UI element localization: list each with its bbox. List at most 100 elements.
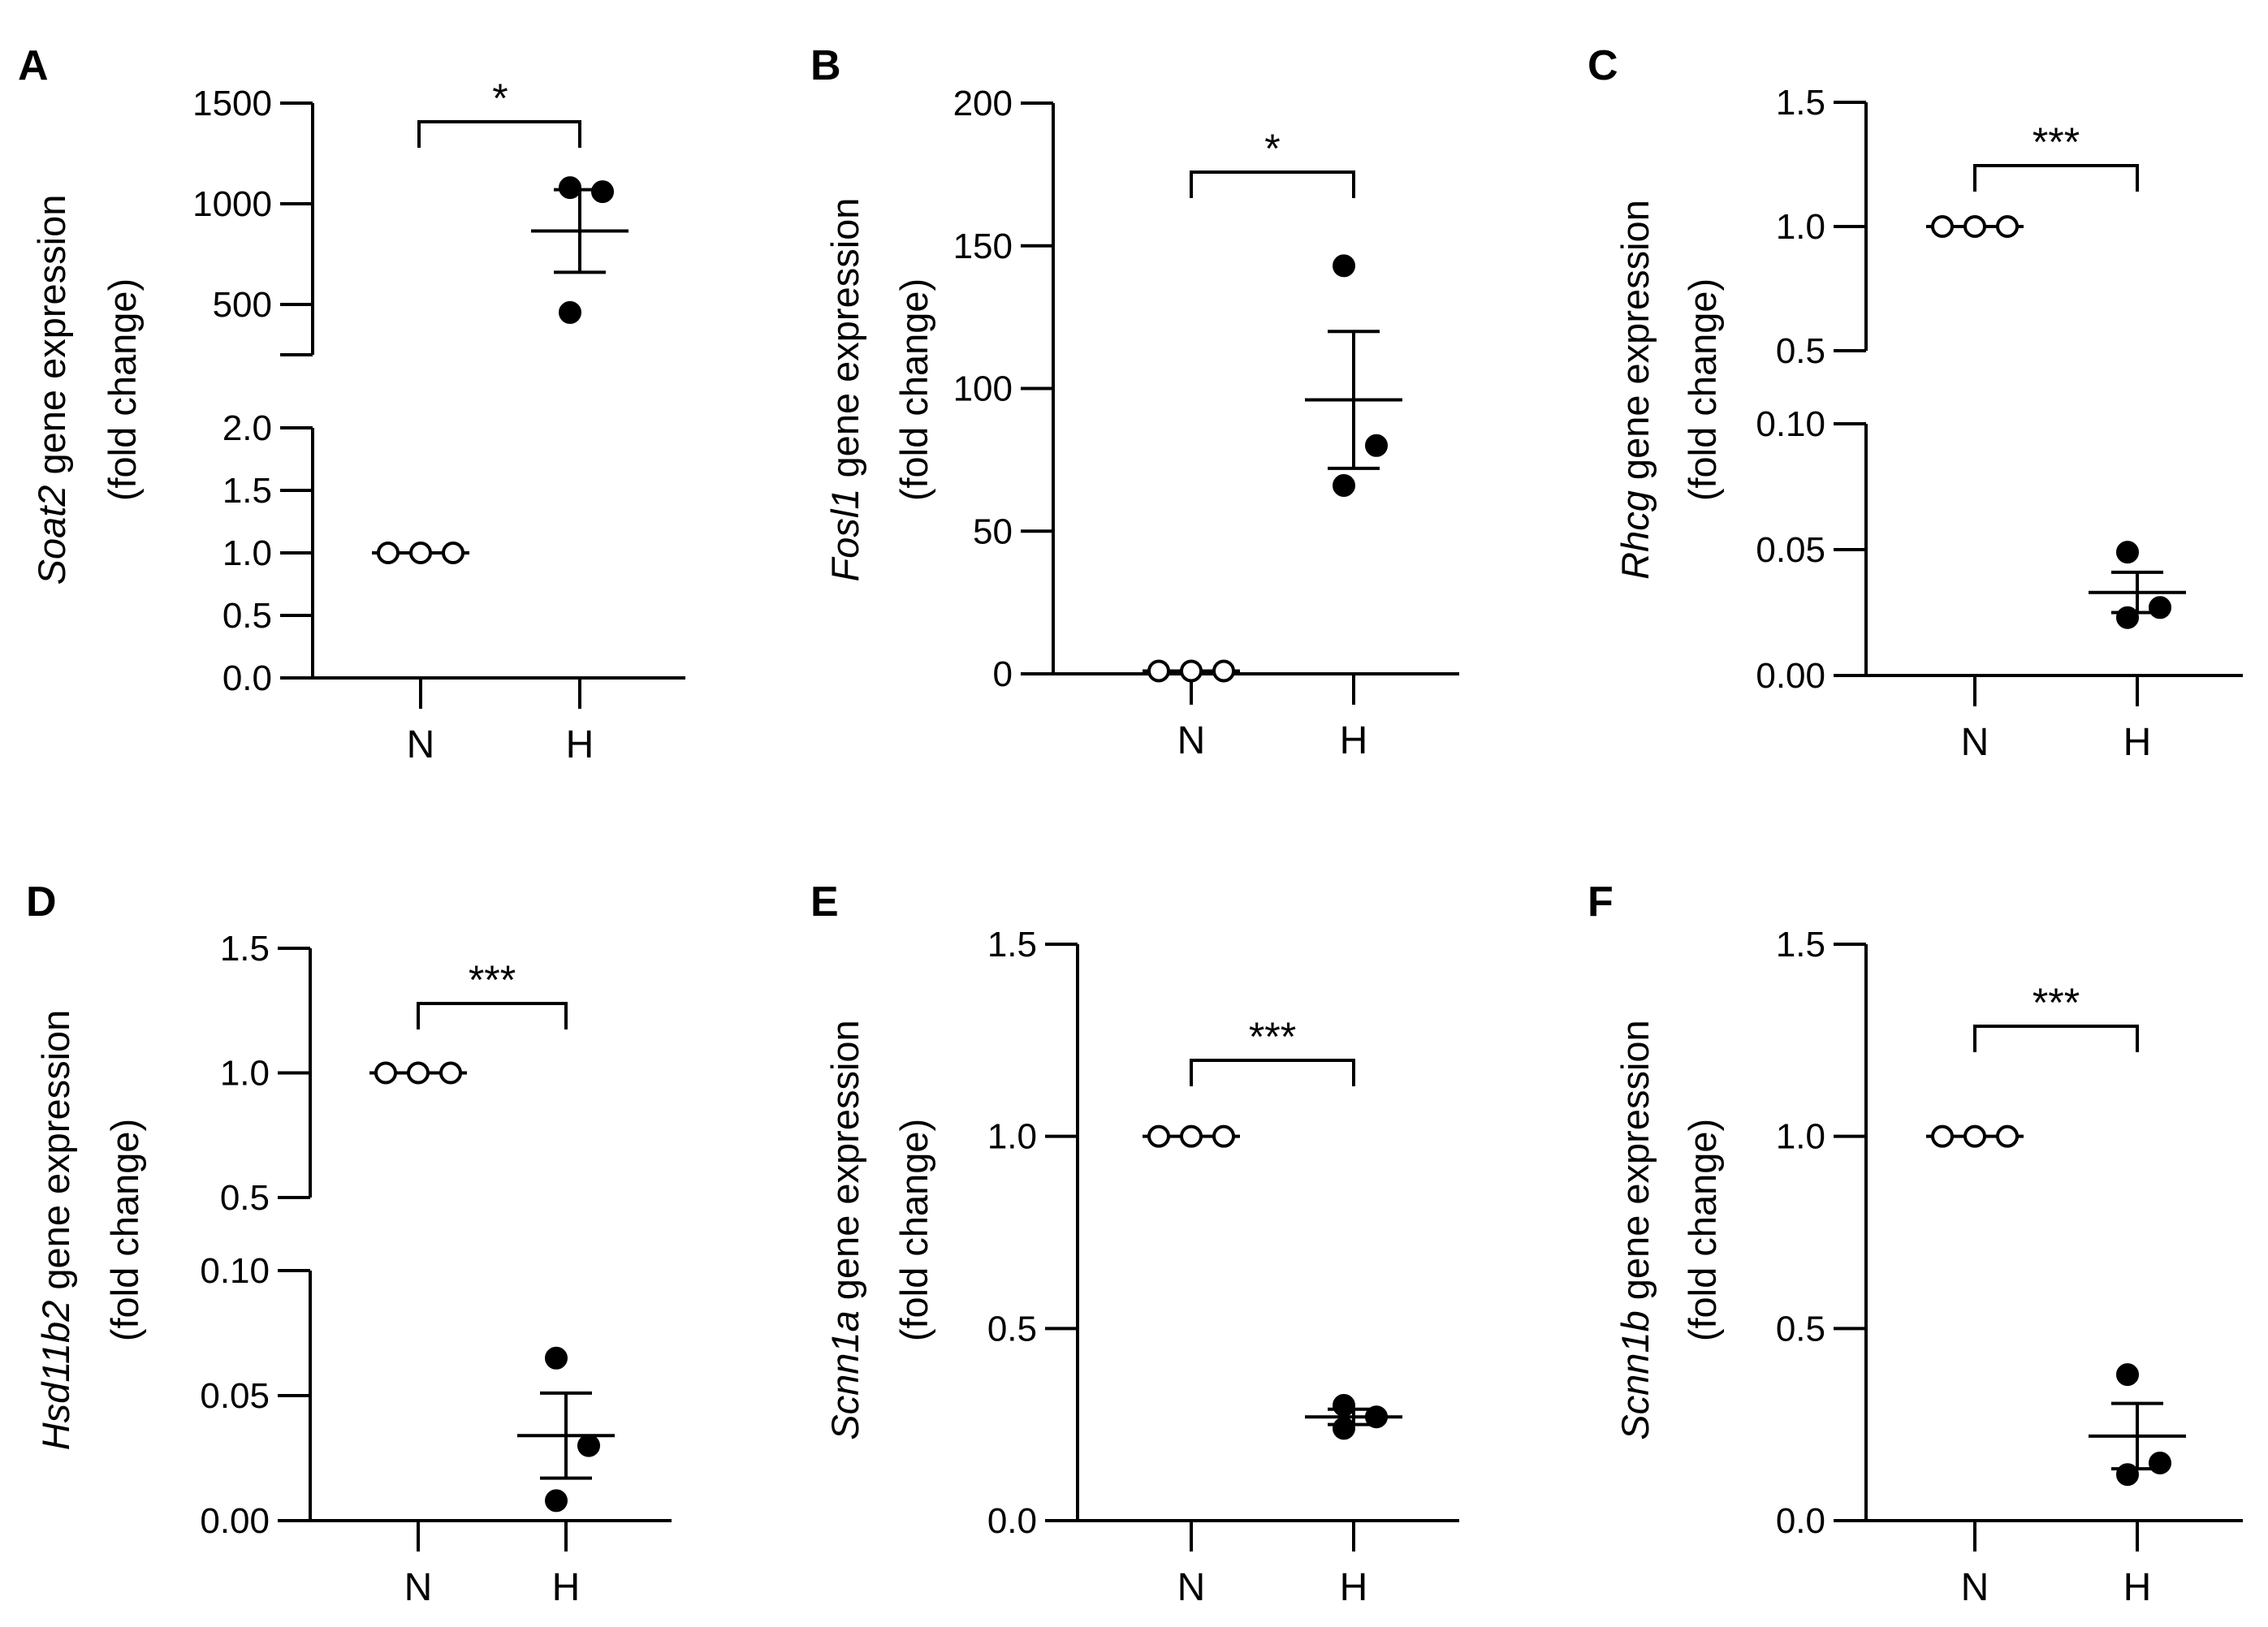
data-point-h: [579, 1436, 598, 1456]
y-tick-label: 0.5: [1776, 1309, 1825, 1349]
data-point-h: [1367, 1407, 1386, 1426]
data-point-n: [443, 543, 463, 563]
data-point-n: [1214, 661, 1233, 680]
panel-letter: E: [810, 878, 839, 926]
data-point-h: [1334, 1396, 1354, 1415]
y-axis-label: Fosl1 gene expression: [823, 198, 866, 582]
y-axis-label-suffix: gene expression: [823, 198, 866, 489]
y-axis-label-line2: (fold change): [103, 1119, 146, 1341]
data-point-h: [1334, 256, 1354, 275]
data-point-h: [2118, 542, 2137, 562]
panel-letter: F: [1588, 878, 1614, 926]
data-point-h: [593, 182, 612, 201]
gene-name: Rhcg: [1614, 490, 1657, 580]
y-tick-label: 1.5: [987, 925, 1037, 965]
y-tick-label: 1.0: [1776, 207, 1825, 247]
gene-name: Fosl1: [823, 489, 866, 582]
gene-name: Soat2: [30, 486, 73, 585]
y-axis-label-suffix: gene expression: [823, 1020, 866, 1310]
y-axis-label-line2: (fold change): [892, 1119, 935, 1341]
data-point-h: [2118, 1465, 2137, 1484]
y-tick-label: 1000: [192, 184, 272, 224]
data-point-n: [1182, 1127, 1201, 1146]
significance-label: *: [1264, 126, 1280, 171]
y-tick-label: 0.10: [1756, 404, 1825, 444]
data-point-n: [1965, 217, 1985, 236]
data-point-h: [560, 178, 580, 197]
gene-name: Scnn1a: [823, 1310, 866, 1439]
data-point-n: [1149, 661, 1169, 680]
data-point-n: [1998, 1127, 2017, 1146]
data-point-n: [1182, 661, 1201, 680]
data-point-n: [1933, 1127, 1952, 1146]
y-axis-label: Soat2 gene expression: [30, 195, 73, 585]
data-point-h: [2150, 1453, 2170, 1473]
data-point-n: [1214, 1127, 1233, 1146]
x-tick-label: H: [2123, 1566, 2152, 1609]
y-tick-label: 1.5: [220, 929, 270, 969]
y-axis-label: Hsd11b2 gene expression: [34, 1010, 77, 1451]
x-tick-label: H: [566, 723, 594, 766]
panel-letter: C: [1588, 42, 1618, 89]
y-axis-label: Rhcg gene expression: [1614, 200, 1657, 580]
y-tick-label: 100: [953, 369, 1013, 409]
data-point-h: [1367, 436, 1386, 455]
y-axis-label: Scnn1b gene expression: [1614, 1020, 1657, 1439]
y-tick-label: 1.5: [1776, 925, 1825, 965]
data-point-h: [2150, 598, 2170, 617]
data-point-n: [376, 1064, 395, 1083]
y-tick-label: 0.05: [1756, 530, 1825, 570]
panel-letter: D: [26, 878, 57, 926]
y-tick-label: 0.10: [200, 1251, 270, 1291]
y-tick-label: 2.0: [222, 408, 272, 448]
y-axis-label-line2: (fold change): [101, 278, 144, 501]
x-tick-label: H: [552, 1566, 581, 1609]
y-axis-label-suffix: gene expression: [1614, 200, 1657, 490]
data-point-h: [560, 303, 580, 322]
data-point-n: [411, 543, 430, 563]
data-point-h: [2118, 1365, 2137, 1384]
data-point-n: [408, 1064, 428, 1083]
y-tick-label: 150: [953, 227, 1013, 266]
x-tick-label: H: [1340, 1566, 1368, 1609]
significance-label: ***: [2033, 980, 2080, 1025]
panel-e: E Scnn1a gene expression (fold change) 0.0 0…: [810, 878, 1459, 1609]
x-tick-label: N: [407, 723, 435, 766]
y-tick-label: 1.0: [1776, 1117, 1825, 1157]
panel-b: B Fosl1 gene expression (fold change) 0 50 10…: [810, 42, 1459, 762]
y-tick-label: 0.0: [1776, 1501, 1825, 1541]
significance-label: *: [492, 76, 508, 121]
panel-c: C Rhcg gene expression (fold change) 0.00 0.…: [1588, 42, 2243, 764]
y-tick-label: 0: [993, 654, 1013, 694]
y-axis-label-line2: (fold change): [892, 278, 935, 501]
x-tick-label: H: [1340, 719, 1368, 762]
y-tick-label: 50: [973, 511, 1013, 551]
y-tick-label: 0.0: [222, 658, 272, 698]
panel-a: A Soat2 gene expression (fold change) 0.0 0.…: [18, 42, 685, 766]
panel-letter: A: [18, 42, 49, 89]
y-tick-label: 1.5: [222, 471, 272, 511]
figure: A Soat2 gene expression (fold change) 0.0 0.…: [0, 0, 2268, 1627]
y-tick-label: 1.0: [220, 1054, 270, 1094]
data-point-h: [1334, 476, 1354, 495]
gene-name: Hsd11b2: [34, 1301, 77, 1451]
y-axis-label: Scnn1a gene expression: [823, 1020, 866, 1439]
data-point-n: [1965, 1127, 1985, 1146]
panel-f: F Scnn1b gene expression (fold change) 0.0 0…: [1588, 878, 2243, 1609]
x-tick-label: N: [404, 1566, 433, 1609]
y-tick-label: 0.00: [1756, 656, 1825, 696]
y-tick-label: 500: [213, 285, 272, 325]
data-point-n: [378, 543, 398, 563]
y-tick-label: 1.5: [1776, 83, 1825, 123]
data-point-n: [1933, 217, 1952, 236]
data-point-h: [2118, 608, 2137, 628]
y-tick-label: 0.5: [222, 596, 272, 636]
gene-name: Scnn1b: [1614, 1310, 1657, 1439]
y-tick-label: 0.5: [1776, 331, 1825, 371]
significance-label: ***: [2033, 119, 2080, 165]
data-point-n: [1149, 1127, 1169, 1146]
y-tick-label: 1.0: [987, 1117, 1037, 1157]
data-point-h: [1334, 1418, 1354, 1438]
y-tick-label: 1.0: [222, 533, 272, 573]
y-axis-label-suffix: gene expression: [34, 1010, 77, 1301]
